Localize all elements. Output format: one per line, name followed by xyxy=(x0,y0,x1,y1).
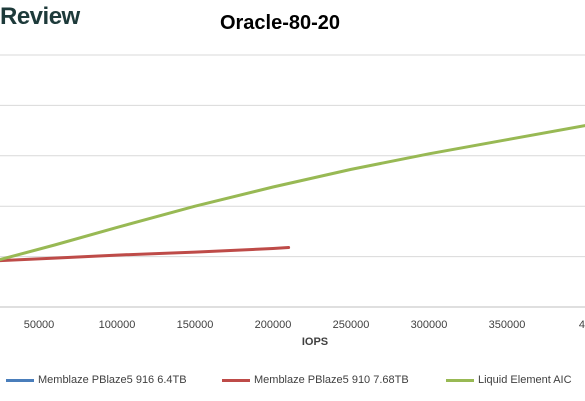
brand-logo-text: Review xyxy=(0,3,80,30)
legend: Memblaze PBlaze5 916 6.4TB Memblaze PBla… xyxy=(0,372,585,390)
legend-label-pblaze5-916: Memblaze PBlaze5 916 6.4TB xyxy=(38,374,187,386)
legend-label-liquid-element: Liquid Element AIC xyxy=(478,374,572,386)
x-tick-label: 100000 xyxy=(99,319,136,331)
x-tick-label: 50000 xyxy=(24,319,55,331)
legend-swatch-pblaze5-910 xyxy=(222,379,250,382)
legend-swatch-pblaze5-916 xyxy=(6,379,34,382)
series-line-2 xyxy=(0,124,585,262)
legend-label-pblaze5-910: Memblaze PBlaze5 910 7.68TB xyxy=(254,374,409,386)
x-tick-label: 150000 xyxy=(177,319,214,331)
x-tick-label: 300000 xyxy=(411,319,448,331)
x-tick-label: 350000 xyxy=(489,319,526,331)
x-tick-label: 200000 xyxy=(255,319,292,331)
x-axis-label: IOPS xyxy=(301,336,329,348)
x-tick-label: 4 xyxy=(579,319,585,331)
x-tick-label: 250000 xyxy=(333,319,370,331)
legend-swatch-liquid-element xyxy=(446,379,474,382)
series-line-1 xyxy=(0,246,291,263)
chart-title: Oracle-80-20 xyxy=(219,12,341,34)
